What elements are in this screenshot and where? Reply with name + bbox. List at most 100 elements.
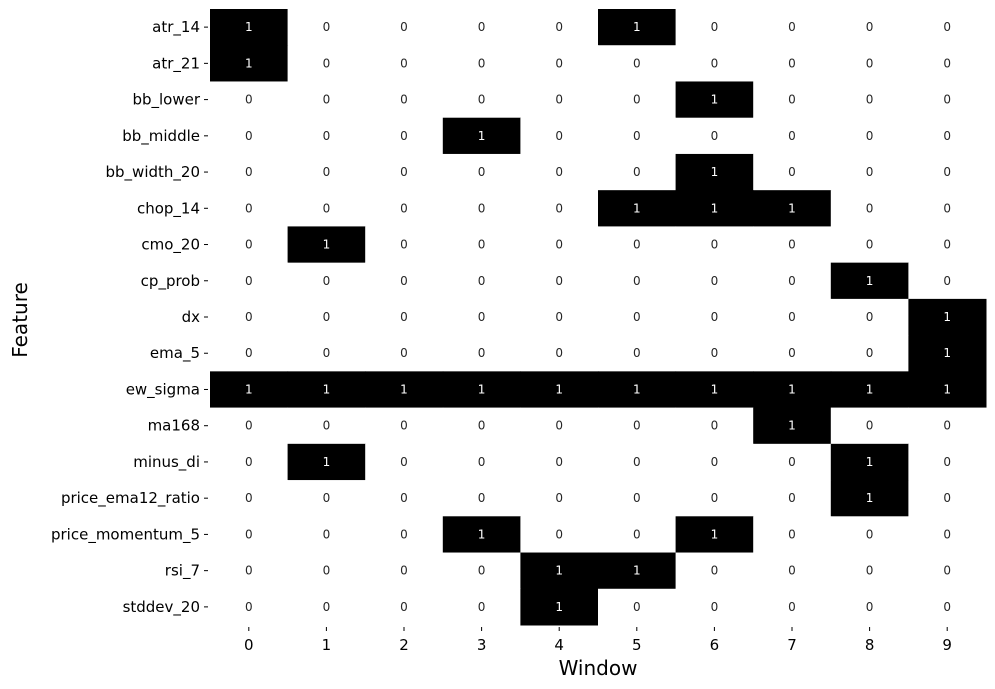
heatmap-cell xyxy=(365,9,444,46)
heatmap-cell xyxy=(442,480,521,517)
heatmap-cell xyxy=(753,407,832,445)
heatmap-cell xyxy=(365,407,444,445)
cell-value-label: 0 xyxy=(788,527,796,541)
heatmap-cell xyxy=(520,552,599,590)
y-tick-label: atr_14 xyxy=(152,18,200,37)
cell-value-label: 0 xyxy=(943,491,951,505)
x-tick-label: 9 xyxy=(942,636,952,654)
heatmap-cell xyxy=(753,588,832,626)
cell-value-label: 0 xyxy=(788,165,796,179)
heatmap-cell xyxy=(908,226,987,264)
y-tick-label: minus_di xyxy=(133,453,200,472)
heatmap-cell xyxy=(753,153,832,191)
cell-value-label: 0 xyxy=(943,56,951,70)
cell-value-label: 0 xyxy=(711,238,719,252)
heatmap-cell xyxy=(520,9,599,46)
heatmap-cell xyxy=(908,9,987,46)
cell-value-label: 0 xyxy=(711,20,719,34)
heatmap-cell xyxy=(365,552,444,590)
heatmap-cell xyxy=(830,262,909,300)
heatmap-cell xyxy=(210,9,289,46)
heatmap-cell xyxy=(675,588,754,626)
y-tick-label: cmo_20 xyxy=(141,236,200,255)
y-tick-label: dx xyxy=(182,308,201,326)
heatmap-cell xyxy=(210,262,289,300)
cell-value-label: 0 xyxy=(400,600,408,614)
cell-value-label: 0 xyxy=(400,20,408,34)
cell-value-label: 0 xyxy=(400,93,408,107)
heatmap-cell xyxy=(365,335,444,372)
cell-value-label: 0 xyxy=(323,346,331,360)
cell-value-label: 0 xyxy=(400,238,408,252)
cell-value-label: 0 xyxy=(245,274,253,288)
heatmap-cell xyxy=(520,226,599,264)
heatmap-cell xyxy=(365,81,444,119)
heatmap-cell xyxy=(830,552,909,590)
heatmap-cell xyxy=(210,81,289,119)
cell-value-label: 0 xyxy=(400,165,408,179)
heatmap-cell xyxy=(442,190,521,227)
y-tick-label: price_ema12_ratio xyxy=(61,489,200,508)
heatmap-cell xyxy=(520,588,599,626)
heatmap-cell xyxy=(675,45,754,82)
cell-value-label: 0 xyxy=(323,600,331,614)
heatmap-cell xyxy=(830,371,909,409)
heatmap-cell xyxy=(210,588,289,626)
cell-value-label: 0 xyxy=(866,20,874,34)
cell-value-label: 0 xyxy=(788,20,796,34)
heatmap-cell xyxy=(365,371,444,409)
cell-value-label: 0 xyxy=(633,56,641,70)
cell-value-label: 0 xyxy=(711,419,719,433)
cell-value-label: 1 xyxy=(633,201,641,215)
heatmap-cell xyxy=(520,190,599,227)
heatmap-cell xyxy=(442,407,521,445)
heatmap-cell xyxy=(442,298,521,336)
cell-value-label: 0 xyxy=(711,56,719,70)
cell-value-label: 0 xyxy=(478,201,486,215)
heatmap-cell xyxy=(598,407,677,445)
heatmap-cell xyxy=(598,262,677,300)
heatmap-cell xyxy=(210,153,289,191)
heatmap-cell xyxy=(520,298,599,336)
cell-value-label: 0 xyxy=(866,310,874,324)
heatmap-cell xyxy=(598,117,677,155)
cell-value-label: 0 xyxy=(323,419,331,433)
cell-value-label: 0 xyxy=(478,455,486,469)
cell-value-label: 1 xyxy=(245,56,253,70)
heatmap-cell xyxy=(675,443,754,481)
heatmap-cell xyxy=(753,443,832,481)
heatmap-cell xyxy=(287,480,366,517)
heatmap-cell xyxy=(442,371,521,409)
heatmap-cell xyxy=(520,443,599,481)
y-tick-label: atr_21 xyxy=(152,54,200,73)
cell-value-label: 0 xyxy=(711,274,719,288)
cell-value-label: 0 xyxy=(788,491,796,505)
cell-value-label: 0 xyxy=(943,93,951,107)
x-tick-label: 2 xyxy=(399,636,409,654)
heatmap-cell xyxy=(598,588,677,626)
heatmap-cell xyxy=(908,190,987,227)
cell-value-label: 1 xyxy=(711,201,719,215)
y-tick-label: stddev_20 xyxy=(123,598,200,617)
cell-value-label: 0 xyxy=(788,238,796,252)
cell-value-label: 0 xyxy=(866,129,874,143)
cell-value-label: 0 xyxy=(943,564,951,578)
heatmap-cell xyxy=(520,480,599,517)
cell-value-label: 0 xyxy=(245,527,253,541)
cell-value-label: 0 xyxy=(323,491,331,505)
x-tick-label: 6 xyxy=(710,636,720,654)
heatmap-cell xyxy=(287,552,366,590)
cell-value-label: 1 xyxy=(323,382,331,396)
cell-value-label: 0 xyxy=(400,564,408,578)
heatmap-cell xyxy=(908,81,987,119)
heatmap-cell xyxy=(830,226,909,264)
cell-value-label: 0 xyxy=(400,527,408,541)
heatmap-cell xyxy=(830,335,909,372)
heatmap-cell xyxy=(520,262,599,300)
cell-value-label: 0 xyxy=(400,455,408,469)
y-tick-label: ma168 xyxy=(148,417,200,435)
heatmap-cell xyxy=(210,226,289,264)
x-tick-label: 4 xyxy=(554,636,564,654)
heatmap-cell xyxy=(675,516,754,554)
cell-value-label: 1 xyxy=(245,20,253,34)
